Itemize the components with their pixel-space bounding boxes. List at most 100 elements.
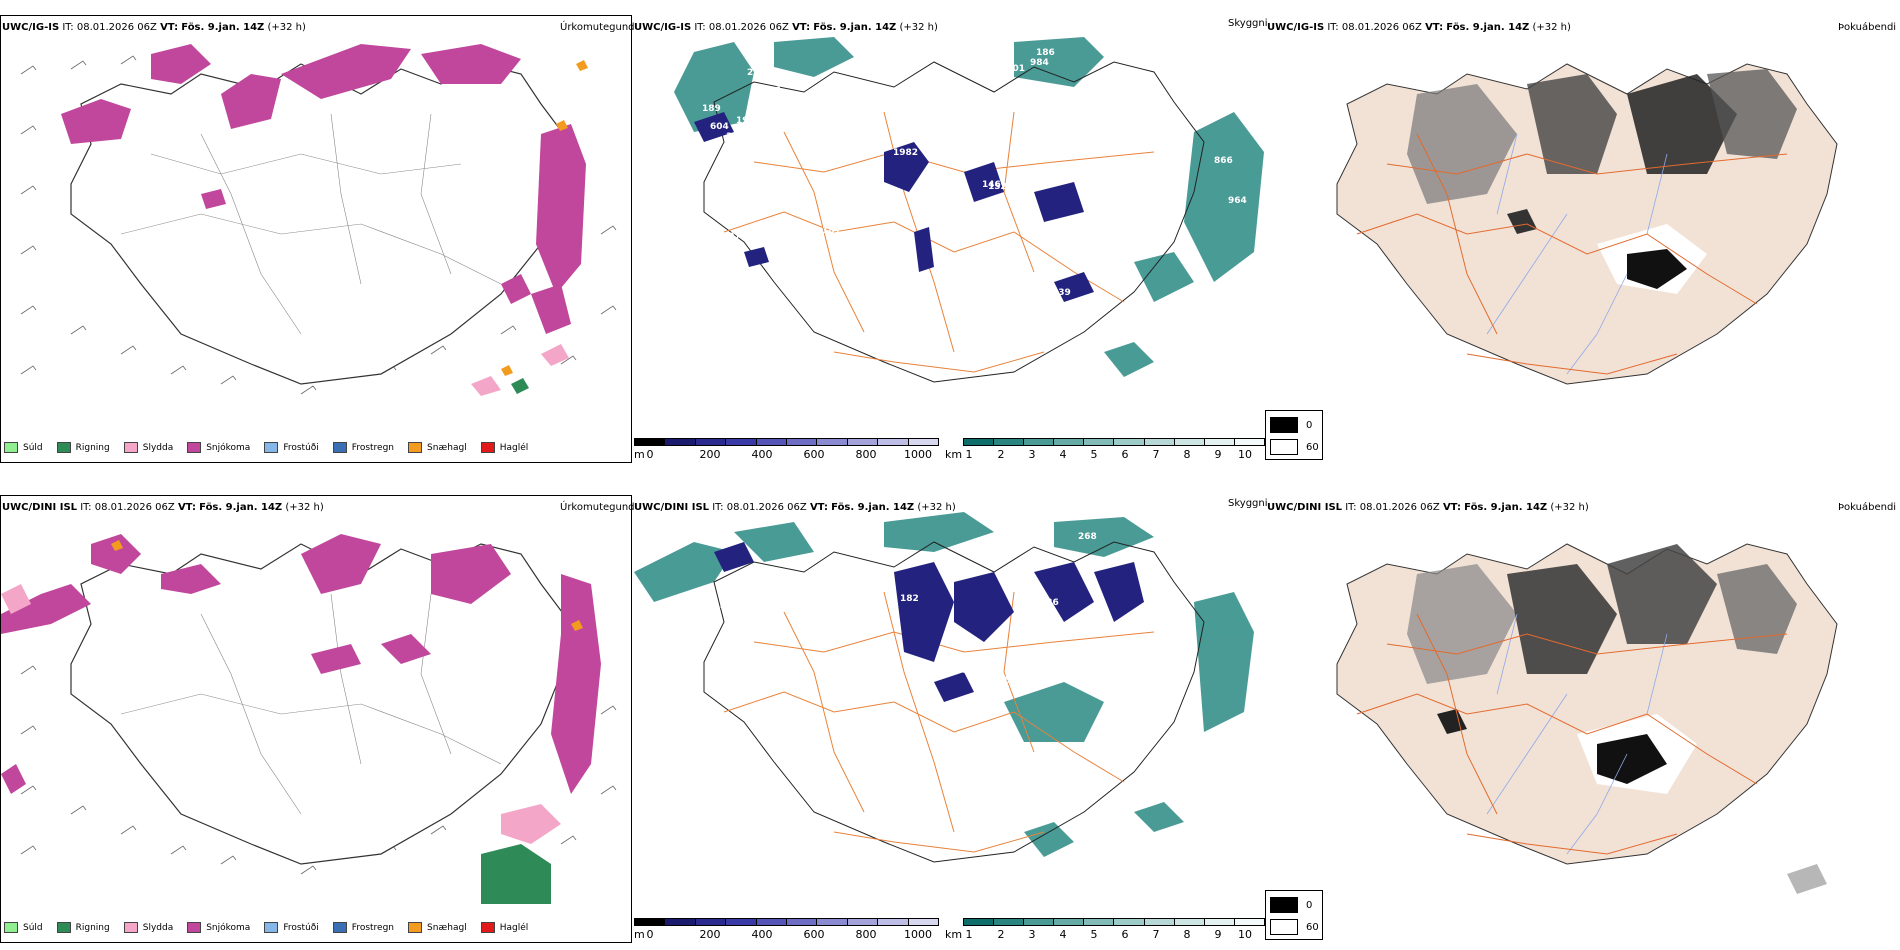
model-name: UWC/IG-IS bbox=[634, 22, 692, 33]
visibility-scale: km 1 2 3 4 5 6 7 8 9 10 bbox=[945, 918, 1265, 948]
color-step bbox=[908, 919, 939, 925]
vt-value: Fös. 9.jan. 14Z bbox=[199, 502, 283, 513]
scale-tick: 1000 bbox=[904, 928, 932, 941]
scale-tick: 800 bbox=[855, 928, 877, 941]
legend-label: Snæhagl bbox=[427, 442, 467, 453]
scale-tick: 5 bbox=[1090, 448, 1098, 461]
vt-label: VT: bbox=[792, 22, 811, 33]
map-label: 968 bbox=[1188, 542, 1207, 552]
color-step bbox=[1054, 439, 1085, 445]
row-2: UWC/DINI ISL IT: 08.01.2026 06Z VT: Fös.… bbox=[0, 480, 1900, 950]
map-label: 150 bbox=[1044, 664, 1063, 674]
scale-tick: 2 bbox=[997, 448, 1005, 461]
cloudbase-areas bbox=[694, 112, 1094, 302]
sleet-areas bbox=[471, 344, 569, 396]
scale-tick: 7 bbox=[1152, 448, 1160, 461]
road-lines bbox=[1356, 613, 1788, 855]
scale-tick: 1 bbox=[965, 928, 973, 941]
road-lines bbox=[723, 591, 1155, 853]
scale-tick: 1000 bbox=[904, 448, 932, 461]
fog-scale-low: 60 bbox=[1270, 919, 1319, 935]
color-step bbox=[1114, 439, 1145, 445]
color-step bbox=[994, 439, 1025, 445]
it-label: IT: bbox=[694, 22, 706, 33]
map-label: 966 bbox=[972, 538, 991, 548]
legend-label: Frostúði bbox=[283, 922, 319, 933]
scale-tick: 4 bbox=[1059, 928, 1067, 941]
map-label: 146 bbox=[982, 180, 1001, 190]
scale-tick: 10 bbox=[1238, 448, 1252, 461]
legend-swatch bbox=[332, 442, 347, 453]
visibility-scale: km 1 2 3 4 5 6 7 8 9 10 bbox=[945, 438, 1265, 468]
vt-label: VT: bbox=[809, 502, 828, 513]
fog-map bbox=[1336, 63, 1838, 385]
it-label: IT: bbox=[1327, 22, 1339, 33]
color-step bbox=[787, 439, 818, 445]
snow-areas bbox=[1, 534, 601, 794]
scale-tick: 6 bbox=[1121, 448, 1129, 461]
scale-tick: 5 bbox=[1090, 928, 1098, 941]
it-label: IT: bbox=[62, 22, 74, 33]
color-step bbox=[635, 439, 666, 445]
sleet-areas bbox=[1, 584, 561, 844]
fog-swatch bbox=[1270, 897, 1298, 913]
color-step bbox=[817, 919, 848, 925]
color-step bbox=[665, 919, 696, 925]
rain-areas bbox=[511, 378, 529, 394]
scale-tick: 0 bbox=[646, 448, 654, 461]
color-step bbox=[695, 919, 727, 925]
legend-item-graupel: Snæhagl bbox=[408, 442, 467, 453]
legend-swatch bbox=[187, 442, 202, 453]
legend-label: Frostregn bbox=[351, 442, 395, 453]
map-label: 132 bbox=[1022, 178, 1041, 188]
legend-label: Frostregn bbox=[351, 922, 395, 933]
iceland-coast bbox=[70, 63, 572, 385]
precip-tag: Úrkomutegund bbox=[560, 502, 635, 513]
panel-title: UWC/IG-IS IT: 08.01.2026 06Z VT: Fös. 9.… bbox=[634, 22, 938, 33]
map-label: 122 bbox=[750, 576, 769, 586]
legend-swatch bbox=[56, 442, 71, 453]
panel-title: UWC/IG-IS IT: 08.01.2026 06Z VT: Fös. 9.… bbox=[1267, 22, 1571, 33]
cloudbase-scale: m 0 200 400 600 800 1000 bbox=[634, 918, 939, 948]
color-step bbox=[1204, 439, 1235, 445]
map-label: 397 bbox=[722, 232, 741, 242]
iceland-coast bbox=[70, 543, 572, 865]
cloudbase-colorbar bbox=[634, 918, 939, 926]
color-step bbox=[1234, 439, 1264, 445]
legend-item-hail: Haglél bbox=[480, 442, 528, 453]
precip-map bbox=[1, 534, 617, 904]
snow-areas bbox=[61, 44, 586, 334]
color-step bbox=[847, 439, 879, 445]
it-label: IT: bbox=[712, 502, 724, 513]
map-label: 216 bbox=[747, 68, 766, 78]
lead-time: (+32 h) bbox=[917, 502, 956, 513]
it-value: 08.01.2026 06Z bbox=[94, 502, 175, 513]
precip-map bbox=[20, 44, 617, 396]
cloudbase-scale: m 0 200 400 600 800 1000 bbox=[634, 438, 939, 468]
scale-tick: 9 bbox=[1214, 448, 1222, 461]
precip-type-panel bbox=[0, 15, 632, 463]
color-step bbox=[756, 919, 788, 925]
map-label: 375 bbox=[726, 132, 745, 142]
color-step bbox=[787, 919, 818, 925]
row-1: UWC/IG-IS IT: 08.01.2026 06Z VT: Fös. 9.… bbox=[0, 0, 1900, 470]
scale-tick: 8 bbox=[1183, 928, 1191, 941]
legend-swatch bbox=[4, 442, 18, 453]
map-label: 1201 bbox=[1000, 64, 1026, 74]
cloud-tag: Skyggni bbox=[1228, 498, 1268, 509]
vt-label: VT: bbox=[1442, 502, 1461, 513]
color-step bbox=[756, 439, 788, 445]
fog-shading bbox=[1407, 69, 1797, 294]
color-step bbox=[964, 919, 995, 925]
color-step bbox=[994, 919, 1025, 925]
legend-item-drizzle: Súld bbox=[4, 922, 43, 933]
color-step bbox=[635, 919, 666, 925]
scale-tick: 600 bbox=[803, 928, 825, 941]
color-step bbox=[964, 439, 995, 445]
cloudbase-visibility-map bbox=[634, 512, 1254, 863]
legend-swatch bbox=[480, 922, 495, 933]
map-label: 133 bbox=[1112, 740, 1131, 750]
map-label: 123 bbox=[1150, 884, 1169, 894]
vt-value: Fös. 9.jan. 14Z bbox=[831, 502, 915, 513]
scale-tick: 200 bbox=[699, 928, 721, 941]
